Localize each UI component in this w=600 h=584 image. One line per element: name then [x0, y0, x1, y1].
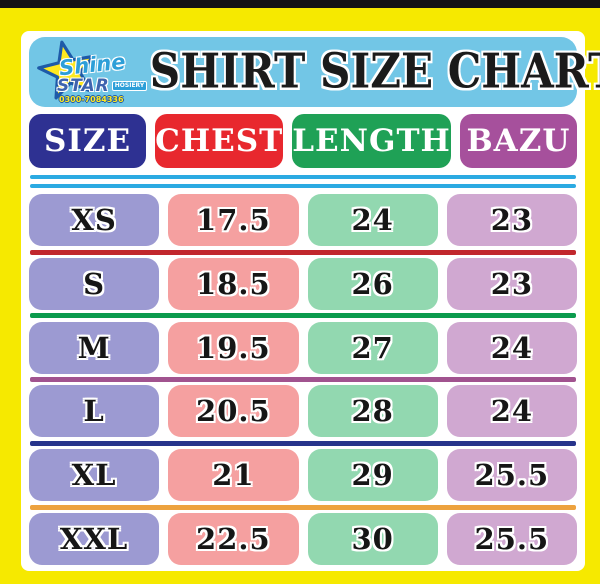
- bazu-cell: 23: [446, 194, 577, 247]
- brand-name-block: STAR: [57, 76, 110, 96]
- chest-cell: 17.5: [168, 194, 299, 247]
- table-row: S 18.5 26 23: [29, 257, 577, 310]
- size-cell: XL: [29, 449, 160, 502]
- row-divider: [30, 504, 576, 510]
- chest-cell: 18.5: [168, 257, 299, 310]
- brand-logo: Shine STAR HOSIERY 0300-7084336: [33, 39, 148, 105]
- header-divider: [30, 174, 576, 188]
- column-header-bazu: BAZU: [459, 114, 577, 169]
- table-row: XS 17.5 24 23: [29, 194, 577, 247]
- header-bar: Shine STAR HOSIERY 0300-7084336 SHIRT SI…: [29, 37, 600, 107]
- row-divider: [30, 377, 576, 382]
- brand-phone: 0300-7084336: [59, 95, 124, 104]
- page-title: SHIRT SIZE CHART: [149, 44, 600, 100]
- table-row: L 20.5 28 24: [29, 385, 577, 438]
- length-cell: 30: [307, 512, 438, 565]
- bazu-cell: 25.5: [446, 512, 577, 565]
- bazu-cell: 23: [446, 257, 577, 310]
- column-header-length: LENGTH: [292, 114, 451, 169]
- size-cell: M: [29, 321, 160, 374]
- size-cell: XS: [29, 194, 160, 247]
- table-row: XXL 22.5 30 25.5: [29, 512, 577, 565]
- length-cell: 24: [307, 194, 438, 247]
- column-header-chest: CHEST: [155, 114, 284, 169]
- chest-cell: 22.5: [168, 512, 299, 565]
- length-cell: 28: [307, 385, 438, 438]
- length-cell: 26: [307, 257, 438, 310]
- table-header-row: SIZE CHEST LENGTH BAZU: [29, 114, 577, 169]
- bazu-cell: 24: [446, 321, 577, 374]
- row-divider: [30, 440, 576, 446]
- bazu-cell: 25.5: [446, 449, 577, 502]
- row-divider: [30, 313, 576, 319]
- size-cell: XXL: [29, 512, 160, 565]
- size-cell: L: [29, 385, 160, 438]
- chest-cell: 19.5: [168, 321, 299, 374]
- header-divider-line: [30, 183, 576, 188]
- size-cell: S: [29, 257, 160, 310]
- row-divider: [30, 249, 576, 255]
- length-cell: 27: [307, 321, 438, 374]
- column-header-size: SIZE: [29, 114, 147, 169]
- chest-cell: 21: [168, 449, 299, 502]
- top-edge-strip: [0, 0, 600, 8]
- length-cell: 29: [307, 449, 438, 502]
- bazu-cell: 24: [446, 385, 577, 438]
- poster-inner-panel: Shine STAR HOSIERY 0300-7084336 SHIRT SI…: [21, 31, 600, 571]
- header-divider-line: [30, 174, 576, 179]
- brand-badge: HOSIERY: [111, 81, 148, 91]
- table-row: M 19.5 27 24: [29, 321, 577, 374]
- star-icon: [37, 40, 96, 100]
- chest-cell: 20.5: [168, 385, 299, 438]
- table-row: XL 21 29 25.5: [29, 449, 577, 502]
